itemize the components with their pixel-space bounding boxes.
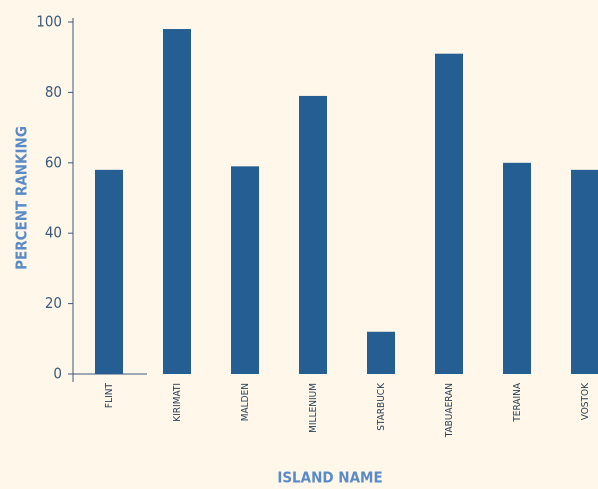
x-tick-label: FLINT: [104, 382, 115, 408]
y-tick-label: 0: [53, 365, 62, 383]
x-tick-label: KIRIMATI: [172, 383, 183, 422]
bar: [95, 169, 123, 374]
bar: [571, 169, 598, 374]
bar: [163, 29, 191, 374]
y-tick-label: 80: [45, 83, 62, 101]
bar: [299, 95, 327, 375]
y-tick-label: 60: [45, 153, 62, 171]
bar: [367, 331, 395, 374]
x-tick-label: STARBUCK: [376, 382, 387, 431]
x-tick-label: MALDEN: [240, 383, 251, 421]
x-axis-title: ISLAND NAME: [277, 469, 382, 487]
bar: [503, 162, 531, 374]
x-tick-label: TABUAERAN: [444, 383, 455, 438]
x-tick-label: VOSTOK: [580, 382, 591, 420]
y-axis-title: PERCENT RANKING: [13, 126, 31, 270]
bar: [435, 53, 463, 375]
y-tick-label: 100: [36, 13, 62, 31]
y-tick-label: 40: [45, 224, 62, 242]
x-tick-label: MILLENIUM: [308, 383, 319, 433]
y-tick-label: 20: [45, 294, 62, 312]
x-tick-label: TERAINA: [512, 382, 523, 423]
bar: [231, 166, 259, 374]
